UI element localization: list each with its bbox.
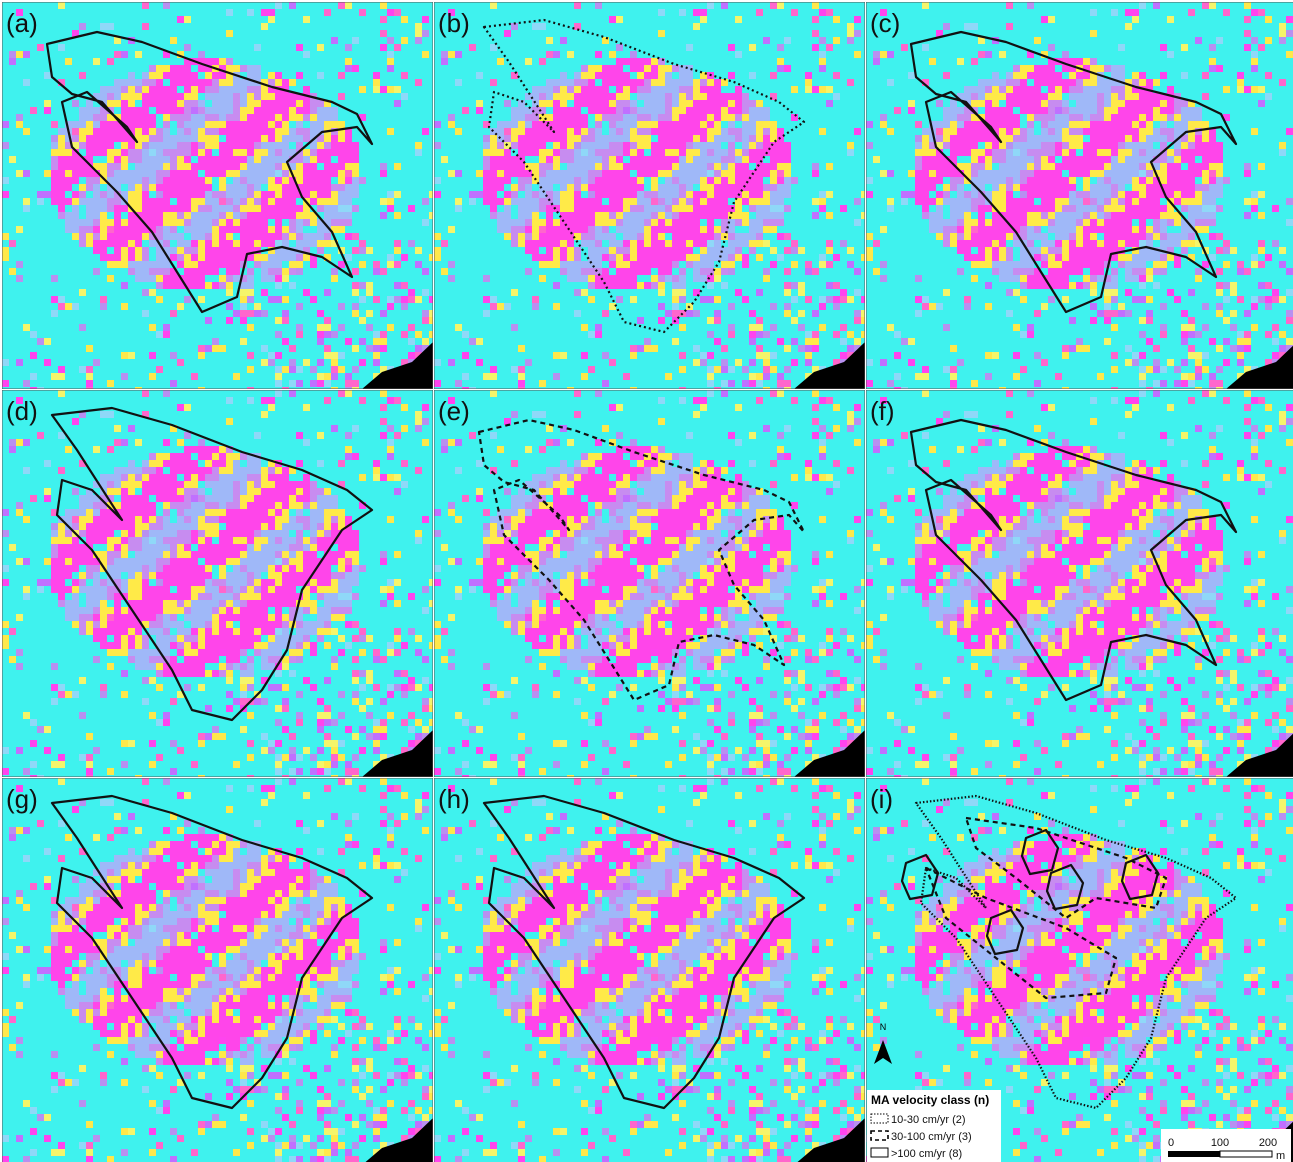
north-label: N [880, 1022, 887, 1032]
panel-label: (e) [438, 396, 470, 426]
map-panel: (e) [434, 390, 869, 783]
map-panel: (d) [2, 390, 437, 783]
figure: (a) (b) (c) (d) (e) (f) (g) (h) (i) N MA velocit… [0, 0, 1293, 1162]
map-panel: (g) [2, 778, 437, 1162]
legend-item: 30-100 cm/yr (3) [891, 1131, 972, 1143]
interferogram [434, 2, 869, 395]
legend: MA velocity class (n) 10-30 cm/yr (2) 30… [867, 1090, 1001, 1162]
legend-item: 10-30 cm/yr (2) [891, 1114, 966, 1126]
interferogram [2, 390, 437, 783]
map-panel: (a) [2, 2, 437, 395]
map-panel: (c) [866, 2, 1293, 395]
panel-label: (h) [438, 784, 470, 814]
scale-tick-label: 100 [1211, 1137, 1229, 1149]
panel-label: (f) [870, 396, 895, 426]
panel-label: (a) [6, 8, 38, 38]
legend-title: MA velocity class (n) [871, 1093, 989, 1107]
scale-unit: m [1276, 1150, 1285, 1162]
panel-label: (d) [6, 396, 38, 426]
interferogram [434, 390, 869, 783]
panel-label: (i) [870, 784, 893, 814]
panel-label: (b) [438, 8, 470, 38]
map-panel: (f) [866, 390, 1293, 783]
map-panel: (h) [434, 778, 869, 1162]
scale-tick-label: 200 [1259, 1137, 1277, 1149]
panel-label: (c) [870, 8, 900, 38]
interferogram [2, 2, 437, 395]
interferogram [866, 2, 1293, 395]
interferogram [866, 390, 1293, 783]
legend-item: >100 cm/yr (8) [891, 1148, 962, 1160]
map-panel: (b) [434, 2, 869, 395]
panel-label: (g) [6, 784, 38, 814]
scale-tick-label: 0 [1168, 1137, 1174, 1149]
